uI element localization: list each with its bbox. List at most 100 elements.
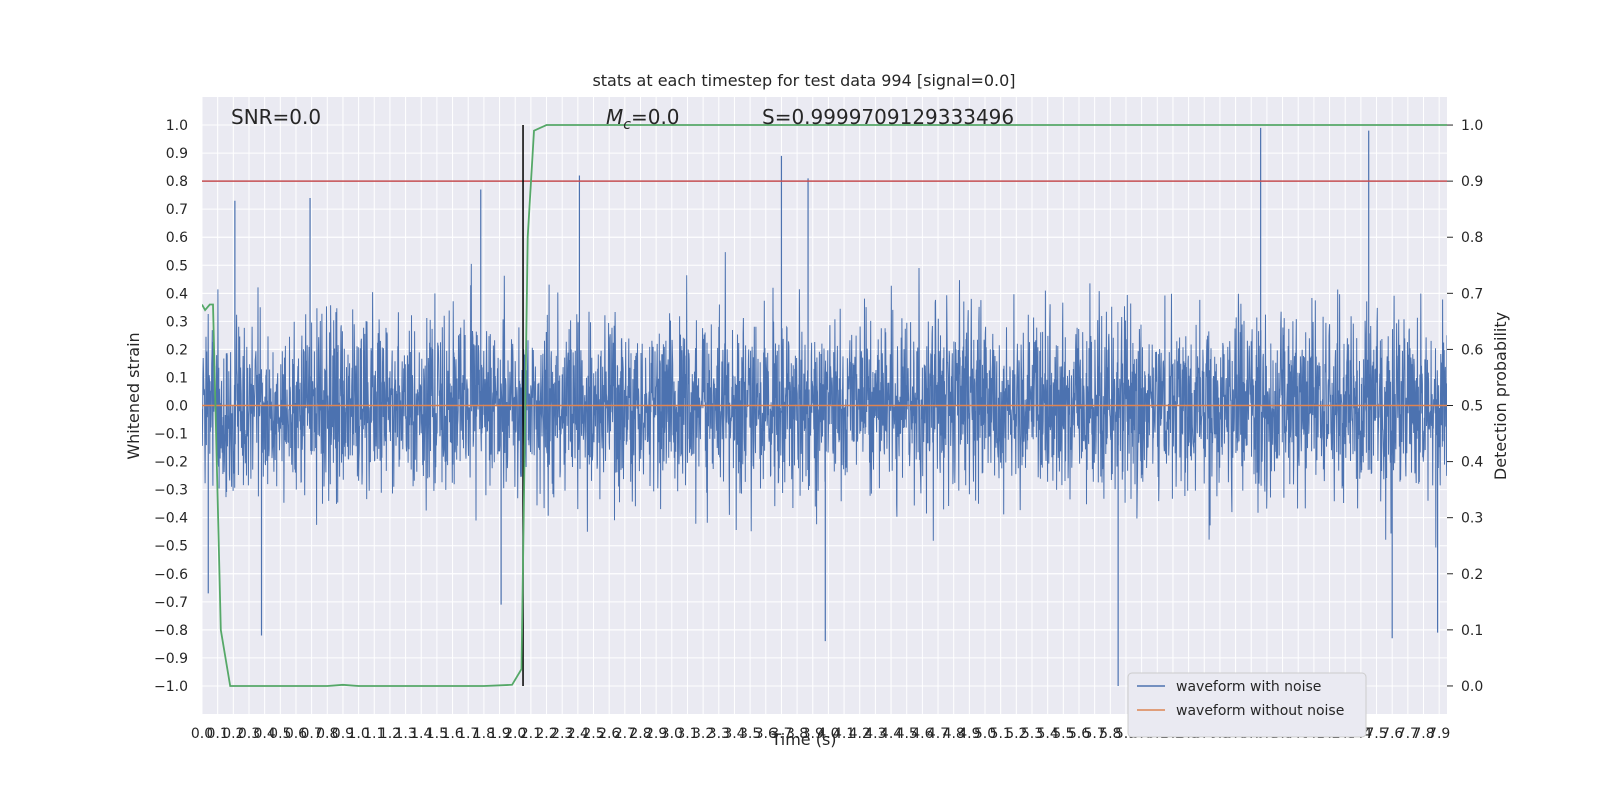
- x-tick-label: 7.5: [1365, 726, 1387, 742]
- y2-tick-label: 0.5: [1461, 399, 1483, 415]
- x-tick-label: 1.5: [426, 726, 448, 742]
- x-tick-label: 3.8: [786, 726, 808, 742]
- x-tick-label: 0.8: [316, 726, 338, 742]
- x-tick-label: 4.8: [943, 726, 965, 742]
- x-tick-label: 5.1: [990, 726, 1012, 742]
- y-tick-label: 0.9: [166, 146, 188, 162]
- x-tick-label: 1.7: [457, 726, 479, 742]
- mc-subscript: c: [623, 117, 631, 133]
- x-tick-label: 5.7: [1084, 726, 1106, 742]
- x-tick-label: 5.8: [1099, 726, 1121, 742]
- legend-frame: [1127, 672, 1367, 738]
- x-tick-label: 3.0: [661, 726, 683, 742]
- snr-annotation: SNR=0.0: [231, 105, 321, 129]
- x-tick-label: 0.5: [269, 726, 291, 742]
- y-tick-label: −0.4: [154, 511, 188, 527]
- y-tick-labels: −1.0 −0.9 −0.8 −0.7 −0.6 −0.5 −0.4 −0.3 −0.2 −0.1…: [154, 118, 188, 695]
- x-tick-label: 2.2: [535, 726, 557, 742]
- x-tick-label: 1.0: [347, 726, 369, 742]
- y-tick-label: −0.2: [154, 455, 188, 471]
- y-tick-label: −0.5: [154, 539, 188, 555]
- y2-tick-label: 0.9: [1461, 174, 1483, 190]
- y-tick-label: 0.8: [166, 174, 188, 190]
- y-tick-label: 0.7: [166, 202, 188, 218]
- x-tick-label: 2.0: [504, 726, 526, 742]
- y2-tick-label: 0.4: [1461, 455, 1483, 471]
- y-tick-label: 1.0: [166, 118, 188, 134]
- x-tick-label: 4.2: [849, 726, 871, 742]
- y-tick-label: −1.0: [154, 679, 188, 695]
- x-tick-label: 4.3: [864, 726, 886, 742]
- y2-tick-label: 0.6: [1461, 342, 1483, 358]
- mc-annotation: Mc=0.0: [606, 105, 680, 133]
- x-tick-label: 4.4: [880, 726, 902, 742]
- y-tick-label: −0.8: [154, 623, 188, 639]
- y2-axis-label: Detection probability: [1491, 312, 1510, 480]
- x-tick-label: 5.0: [974, 726, 996, 742]
- x-tick-label: 1.1: [363, 726, 385, 742]
- x-tick-label: 3.7: [770, 726, 792, 742]
- y2-tick-label: 0.1: [1461, 623, 1483, 639]
- x-tick-label: 5.3: [1021, 726, 1043, 742]
- x-tick-label: 4.5: [896, 726, 918, 742]
- mc-symbol: M: [606, 105, 623, 129]
- x-tick-label: 2.6: [598, 726, 620, 742]
- x-tick-label: 7.9: [1428, 726, 1450, 742]
- x-tick-label: 0.0: [191, 726, 213, 742]
- x-axis-label: Time (s): [770, 730, 836, 749]
- x-tick-label: 7.7: [1397, 726, 1419, 742]
- y-tick-label: −0.7: [154, 595, 188, 611]
- legend-label-clean: waveform without noise: [1176, 703, 1344, 719]
- legend-label-noise: waveform with noise: [1176, 679, 1321, 695]
- x-tick-label: 4.7: [927, 726, 949, 742]
- x-tick-label: 0.9: [332, 726, 354, 742]
- plot-content: [202, 124, 1447, 687]
- y-tick-label: 0.6: [166, 230, 188, 246]
- x-tick-label: 2.5: [582, 726, 604, 742]
- x-tick-label: 2.9: [645, 726, 667, 742]
- x-tick-label: 0.6: [285, 726, 307, 742]
- x-tick-label: 5.5: [1052, 726, 1074, 742]
- x-tick-label: 2.4: [567, 726, 589, 742]
- y2-tick-label: 0.0: [1461, 679, 1483, 695]
- waveform-with-noise-line: [202, 252, 1447, 548]
- x-tick-label: 0.4: [254, 726, 276, 742]
- x-tick-label: 2.1: [520, 726, 542, 742]
- x-tick-label: 7.6: [1381, 726, 1403, 742]
- detection-probability-line: [202, 124, 1447, 687]
- x-tick-label: 3.2: [692, 726, 714, 742]
- x-tick-label: 1.3: [394, 726, 416, 742]
- x-tick-label: 1.2: [379, 726, 401, 742]
- x-tick-label: 2.3: [551, 726, 573, 742]
- y2-tick-label: 0.7: [1461, 286, 1483, 302]
- x-tick-label: 4.0: [817, 726, 839, 742]
- x-tick-label: 3.6: [755, 726, 777, 742]
- y-tick-label: −0.1: [154, 427, 188, 443]
- x-tick-label: 0.7: [300, 726, 322, 742]
- x-tick-label: 3.4: [723, 726, 745, 742]
- x-tick-label: 1.8: [473, 726, 495, 742]
- y-tick-label: 0.3: [166, 314, 188, 330]
- chart-title: stats at each timestep for test data 994…: [592, 71, 1015, 90]
- x-tick-label: 5.2: [1005, 726, 1027, 742]
- x-tick-label: 4.1: [833, 726, 855, 742]
- score-annotation: S=0.9999709129333496: [762, 105, 1014, 129]
- y-tick-label: 0.0: [166, 399, 188, 415]
- x-tick-label: 1.6: [441, 726, 463, 742]
- x-tick-label: 4.9: [958, 726, 980, 742]
- y2-tick-label: 0.8: [1461, 230, 1483, 246]
- x-tick-label: 0.2: [222, 726, 244, 742]
- waveform-spikes: [207, 127, 1439, 686]
- y-tick-label: −0.9: [154, 651, 188, 667]
- x-tick-label: 5.4: [1037, 726, 1059, 742]
- x-tick-label: 1.4: [410, 726, 432, 742]
- y-tick-label: 0.1: [166, 370, 188, 386]
- y2-tick-label: 0.3: [1461, 511, 1483, 527]
- y2-tick-label: 0.2: [1461, 567, 1483, 583]
- x-tick-label: 3.9: [802, 726, 824, 742]
- y-tick-label: 0.2: [166, 342, 188, 358]
- y2-tick-label: 1.0: [1461, 118, 1483, 134]
- y2-tick-labels: 0.0 0.1 0.2 0.3 0.4 0.5 0.6 0.7 0.8 0.9 1.0: [1447, 118, 1483, 695]
- x-tick-label: 4.6: [911, 726, 933, 742]
- x-tick-label: 3.5: [739, 726, 761, 742]
